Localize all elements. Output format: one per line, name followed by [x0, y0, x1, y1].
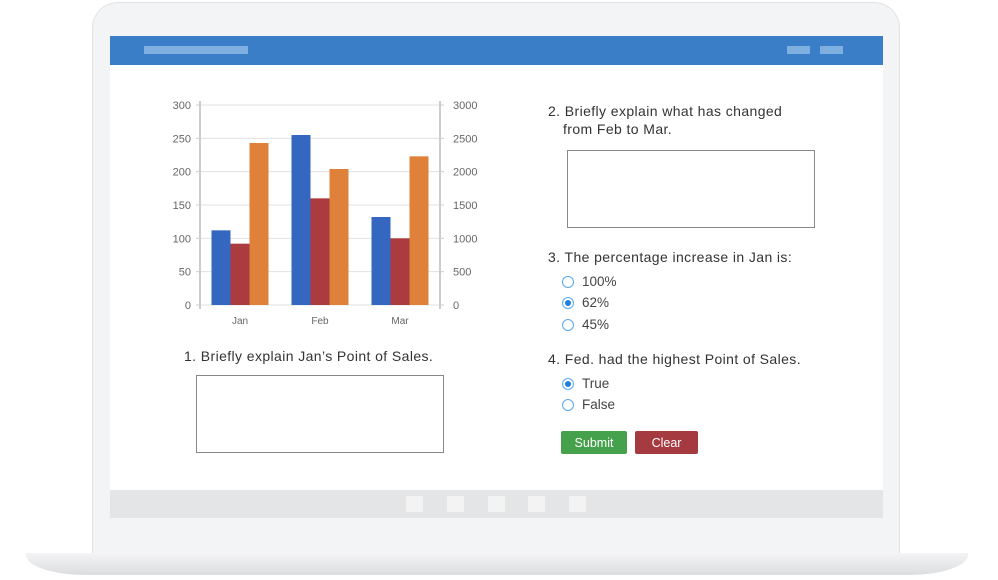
taskbar-item[interactable]	[528, 496, 545, 512]
x-tick-label: Feb	[311, 316, 329, 327]
radio-icon[interactable]	[562, 398, 574, 411]
answer-2-textarea[interactable]	[567, 150, 815, 228]
y-tick-label: 50	[179, 267, 191, 279]
x-tick-label: Mar	[391, 316, 409, 327]
taskbar-item[interactable]	[569, 496, 586, 512]
bar	[371, 217, 391, 305]
question-2-cont: from Feb to Mar.	[563, 121, 673, 137]
option-label: False	[582, 397, 616, 412]
y-tick-label: 150	[173, 200, 191, 212]
title-placeholder	[144, 46, 248, 54]
window-button[interactable]	[820, 46, 843, 54]
y2-tick-label: 1000	[453, 233, 477, 245]
option-label: True	[582, 376, 610, 391]
radio-selected-icon[interactable]	[562, 296, 574, 309]
y-tick-label: 250	[173, 133, 191, 145]
bar	[291, 135, 311, 305]
option-false[interactable]: False	[562, 397, 615, 412]
clear-button[interactable]: Clear	[635, 431, 698, 454]
question-4: 4. Fed. had the highest Point of Sales.	[548, 351, 801, 367]
radio-icon[interactable]	[562, 318, 574, 331]
bar	[230, 243, 250, 305]
option-100[interactable]: 100%	[562, 274, 617, 289]
y2-tick-label: 2500	[453, 133, 477, 145]
y-tick-label: 200	[173, 167, 191, 179]
taskbar	[110, 490, 883, 518]
y2-tick-label: 2000	[453, 167, 477, 179]
question-1: 1. Briefly explain Jan’s Point of Sales.	[184, 348, 434, 364]
laptop-base	[26, 553, 968, 575]
taskbar-item[interactable]	[406, 496, 423, 512]
y-tick-label: 0	[185, 300, 191, 312]
header-bar	[110, 36, 883, 65]
bar	[310, 198, 330, 305]
taskbar-item[interactable]	[488, 496, 505, 512]
submit-button[interactable]: Submit	[561, 431, 627, 454]
y-tick-label: 300	[173, 100, 191, 112]
radio-icon[interactable]	[562, 275, 574, 288]
option-label: 100%	[582, 274, 617, 289]
option-label: 62%	[582, 295, 610, 310]
window-button[interactable]	[787, 46, 810, 54]
question-3: 3. The percentage increase in Jan is:	[548, 249, 793, 265]
radio-selected-icon[interactable]	[562, 377, 574, 390]
answer-1-textarea[interactable]	[196, 375, 444, 453]
option-label: 45%	[582, 317, 610, 332]
option-62[interactable]: 62%	[562, 295, 609, 310]
bar	[409, 156, 429, 305]
bar	[211, 230, 231, 305]
y2-tick-label: 1500	[453, 200, 477, 212]
y-tick-label: 100	[173, 233, 191, 245]
y2-tick-label: 500	[453, 267, 471, 279]
x-tick-label: Jan	[232, 316, 248, 327]
y2-tick-label: 0	[453, 300, 459, 312]
bar	[249, 143, 269, 305]
option-45[interactable]: 45%	[562, 317, 609, 332]
bar	[329, 169, 349, 305]
y2-tick-label: 3000	[453, 100, 477, 112]
question-2: 2. Briefly explain what has changed	[548, 103, 783, 119]
bar	[390, 238, 410, 305]
option-true[interactable]: True	[562, 376, 609, 391]
taskbar-item[interactable]	[447, 496, 464, 512]
